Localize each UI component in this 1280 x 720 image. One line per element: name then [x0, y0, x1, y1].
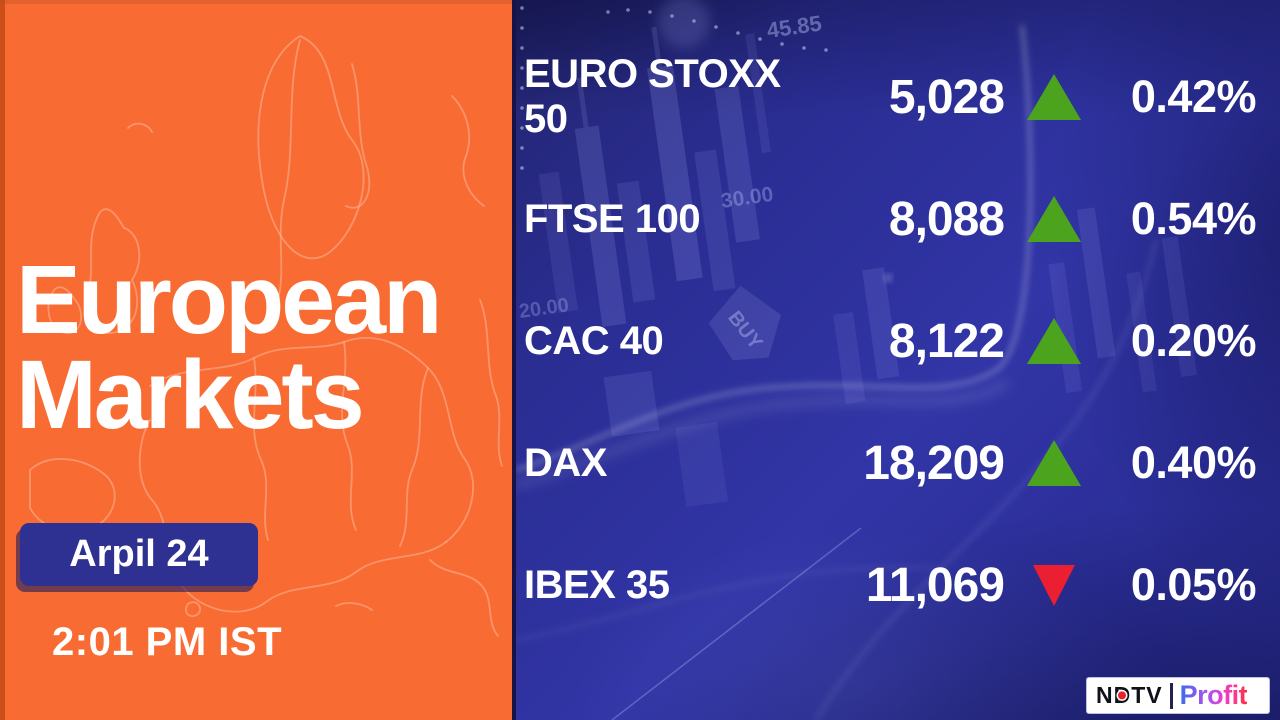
market-list: EURO STOXX 50 5,028 0.42% FTSE 100 8,088…: [524, 36, 1268, 646]
index-value: 18,209: [863, 436, 1005, 490]
date-badge-label: Arpil 24: [69, 533, 209, 575]
index-value: 8,088: [888, 192, 1005, 246]
date-badge: Arpil 24: [20, 523, 258, 586]
change-percent: 0.42%: [1130, 71, 1257, 122]
page-title: European Markets: [16, 245, 442, 449]
logo-divider: [1169, 682, 1173, 709]
change-percent: 0.40%: [1130, 437, 1257, 488]
ndtv-red-dot-icon: [1118, 690, 1126, 699]
index-label: EURO STOXX 50: [524, 52, 781, 141]
glow-curve-decor: [516, 24, 1157, 720]
up-arrow-icon: [1027, 196, 1081, 242]
ndtv-wordmark: NDTV: [1096, 682, 1163, 708]
title-line-2: Markets: [16, 340, 365, 449]
market-row: IBEX 35 11,069 0.05%: [524, 524, 1268, 646]
up-arrow-icon: [1027, 74, 1081, 120]
right-panel: 45.85 30.00 20.00 BUY: [512, 0, 1280, 720]
index-label: CAC 40: [524, 318, 664, 363]
market-row: EURO STOXX 50 5,028 0.42%: [524, 36, 1268, 158]
stock-chart-background-decor: 45.85 30.00 20.00 BUY: [516, 0, 1198, 720]
index-label: IBEX 35: [524, 562, 670, 607]
up-arrow-icon: [1027, 440, 1081, 486]
candlestick-decor: [538, 26, 1198, 508]
market-row: DAX 18,209 0.40%: [524, 402, 1268, 524]
change-percent: 0.05%: [1130, 559, 1257, 610]
index-label: FTSE 100: [524, 196, 701, 241]
buy-tag-decor: BUY: [708, 285, 781, 361]
index-value: 11,069: [865, 558, 1005, 612]
up-arrow-icon: [1027, 318, 1081, 364]
ndtv-profit-logo: NDTV Profit: [1086, 677, 1270, 714]
down-arrow-icon: [1033, 564, 1075, 606]
title-line-1: European: [16, 245, 442, 354]
index-value: 5,028: [888, 70, 1005, 124]
left-panel: European Markets Arpil 24 2:01 PM IST: [0, 0, 512, 720]
timestamp: 2:01 PM IST: [52, 620, 283, 664]
europe-map-outline-decor: [29, 35, 503, 637]
profit-wordmark: Profit: [1179, 680, 1248, 710]
index-value: 8,122: [888, 314, 1005, 368]
index-label: DAX: [524, 440, 607, 485]
change-percent: 0.54%: [1130, 193, 1257, 244]
market-row: CAC 40 8,122 0.20%: [524, 280, 1268, 402]
change-percent: 0.20%: [1130, 315, 1257, 366]
market-row: FTSE 100 8,088 0.54%: [524, 158, 1268, 280]
